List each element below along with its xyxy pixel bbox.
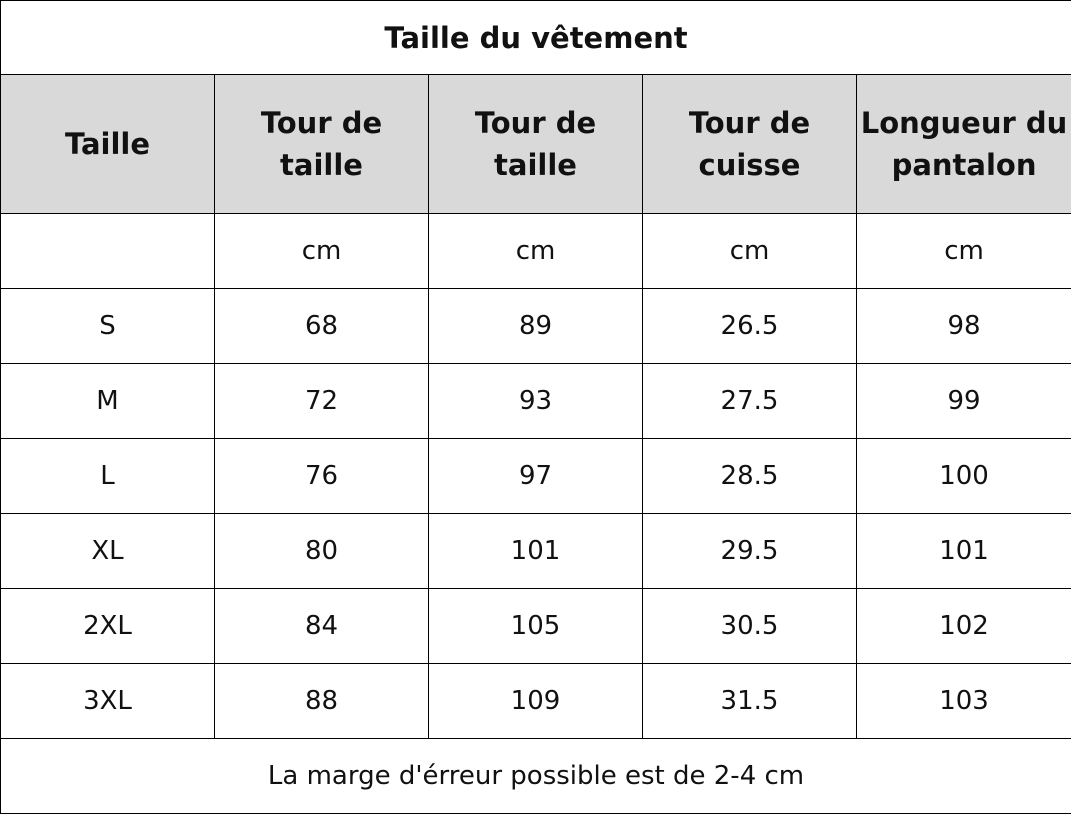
value-cell: 97 xyxy=(428,438,643,514)
header-cell-thigh: Tour de cuisse xyxy=(642,74,857,214)
size-cell: M xyxy=(0,363,215,439)
size-cell: S xyxy=(0,288,215,364)
value-cell: 28.5 xyxy=(642,438,857,514)
value-cell: 30.5 xyxy=(642,588,857,664)
table-row: XL 80 101 29.5 101 xyxy=(0,513,1071,589)
value-cell: 93 xyxy=(428,363,643,439)
header-cell-size: Taille xyxy=(0,74,215,214)
unit-cell: cm xyxy=(428,213,643,289)
size-cell: L xyxy=(0,438,215,514)
value-cell: 80 xyxy=(214,513,429,589)
size-cell: 3XL xyxy=(0,663,215,739)
table-row: 2XL 84 105 30.5 102 xyxy=(0,588,1071,664)
unit-cell: cm xyxy=(642,213,857,289)
table-row: S 68 89 26.5 98 xyxy=(0,288,1071,364)
header-label: Tour de cuisse xyxy=(688,106,811,182)
unit-cell: cm xyxy=(214,213,429,289)
header-label: Tour de taille xyxy=(260,106,383,182)
header-cell-length: Longueur du pantalon xyxy=(855,74,1071,214)
value-cell: 98 xyxy=(855,288,1071,364)
value-cell: 68 xyxy=(214,288,429,364)
value-cell: 103 xyxy=(855,663,1071,739)
value-cell: 102 xyxy=(855,588,1071,664)
value-cell: 109 xyxy=(428,663,643,739)
value-cell: 26.5 xyxy=(642,288,857,364)
value-cell: 29.5 xyxy=(642,513,857,589)
header-label: Longueur du pantalon xyxy=(860,106,1068,182)
header-cell-waist-2: Tour de taille xyxy=(428,74,643,214)
table-row: M 72 93 27.5 99 xyxy=(0,363,1071,439)
value-cell: 72 xyxy=(214,363,429,439)
value-cell: 76 xyxy=(214,438,429,514)
unit-row: cm cm cm cm xyxy=(0,213,1071,289)
unit-cell xyxy=(0,213,215,289)
value-cell: 100 xyxy=(855,438,1071,514)
value-cell: 31.5 xyxy=(642,663,857,739)
value-cell: 27.5 xyxy=(642,363,857,439)
header-label: Tour de taille xyxy=(474,106,597,182)
value-cell: 89 xyxy=(428,288,643,364)
value-cell: 84 xyxy=(214,588,429,664)
size-cell: 2XL xyxy=(0,588,215,664)
value-cell: 105 xyxy=(428,588,643,664)
footer-note: La marge d'érreur possible est de 2-4 cm xyxy=(0,738,1071,814)
unit-cell: cm xyxy=(855,213,1071,289)
table-title: Taille du vêtement xyxy=(0,0,1071,75)
value-cell: 101 xyxy=(428,513,643,589)
footer-row: La marge d'érreur possible est de 2-4 cm xyxy=(0,738,1071,814)
header-row: Taille Tour de taille Tour de taille Tou… xyxy=(0,74,1071,214)
table-row: 3XL 88 109 31.5 103 xyxy=(0,663,1071,739)
header-cell-waist: Tour de taille xyxy=(214,74,429,214)
title-row: Taille du vêtement xyxy=(0,0,1071,75)
header-label: Taille xyxy=(64,127,151,161)
value-cell: 101 xyxy=(855,513,1071,589)
value-cell: 88 xyxy=(214,663,429,739)
size-cell: XL xyxy=(0,513,215,589)
table-row: L 76 97 28.5 100 xyxy=(0,438,1071,514)
value-cell: 99 xyxy=(855,363,1071,439)
